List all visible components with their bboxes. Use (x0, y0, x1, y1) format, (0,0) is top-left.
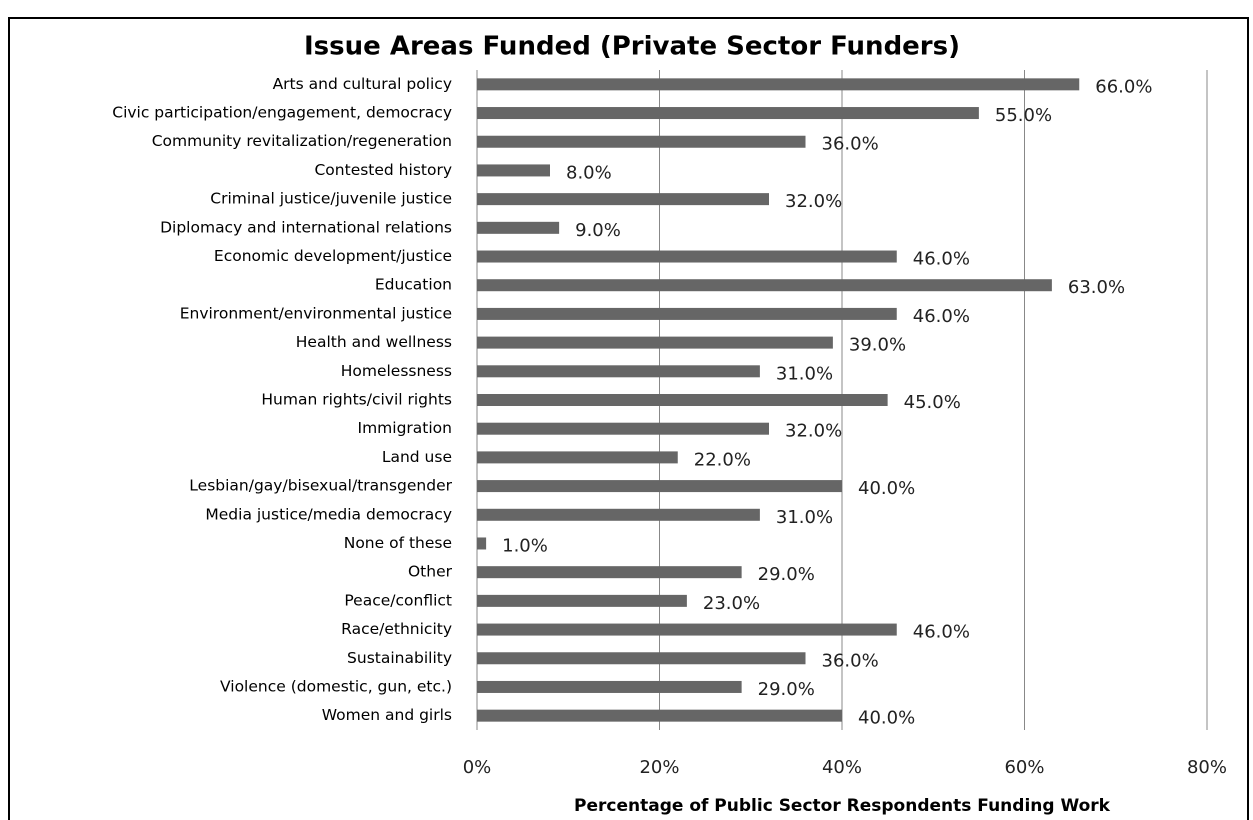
y-tick-label: Arts and cultural policy (273, 75, 452, 93)
y-tick-label: Immigration (358, 419, 452, 437)
bar (477, 566, 742, 579)
bar (477, 78, 1080, 91)
data-label: 45.0% (904, 392, 961, 413)
bar (477, 307, 897, 320)
y-tick-label: Land use (382, 448, 452, 466)
y-tick-label: Sustainability (347, 649, 452, 667)
bar (477, 394, 888, 406)
bar (477, 336, 833, 349)
bar (477, 135, 806, 148)
x-tick-label: 20% (639, 757, 679, 778)
bar (477, 250, 897, 263)
bar (477, 709, 842, 722)
bar (477, 193, 769, 206)
data-label: 23.0% (703, 593, 760, 614)
data-label: 46.0% (913, 249, 970, 270)
y-tick-label: Lesbian/gay/bisexual/transgender (189, 477, 452, 495)
data-label: 8.0% (566, 162, 612, 183)
y-tick-label: Contested history (314, 161, 452, 179)
bar (477, 623, 897, 636)
data-label: 40.0% (858, 478, 915, 499)
y-tick-label: Economic development/justice (214, 247, 452, 265)
bar (477, 652, 806, 665)
y-tick-label: Other (408, 563, 453, 581)
bar (477, 221, 560, 234)
y-tick-label: Civic participation/engagement, democrac… (112, 104, 452, 122)
data-label: 9.0% (575, 220, 621, 241)
y-tick-label: Health and wellness (296, 333, 452, 351)
data-label: 40.0% (858, 708, 915, 729)
data-label: 36.0% (822, 134, 879, 155)
y-tick-label: Community revitalization/regeneration (152, 132, 452, 150)
data-label: 29.0% (758, 679, 815, 700)
data-label: 32.0% (785, 421, 842, 442)
chart-title: Issue Areas Funded (Private Sector Funde… (304, 32, 960, 62)
data-label: 29.0% (758, 564, 815, 585)
bar (477, 680, 742, 693)
bar (477, 164, 550, 177)
data-label: 46.0% (913, 622, 970, 643)
y-tick-label: Media justice/media democracy (205, 505, 452, 523)
bar (477, 107, 979, 120)
x-tick-label: 60% (1004, 757, 1044, 778)
y-tick-label: None of these (344, 534, 452, 552)
y-tick-label: Criminal justice/juvenile justice (210, 190, 452, 208)
y-tick-label: Education (375, 276, 452, 294)
data-label: 55.0% (995, 105, 1052, 126)
bar (477, 594, 687, 607)
bar (477, 451, 678, 464)
bar (477, 480, 842, 493)
bar (477, 537, 487, 550)
y-tick-label: Homelessness (341, 362, 452, 380)
y-tick-label: Environment/environmental justice (180, 304, 452, 322)
frame (8, 17, 1249, 820)
data-label: 46.0% (913, 306, 970, 327)
bar (477, 279, 1052, 292)
data-label: 31.0% (776, 363, 833, 384)
data-label: 66.0% (1095, 76, 1152, 97)
y-tick-label: Diplomacy and international relations (160, 218, 452, 236)
y-tick-label: Women and girls (322, 706, 452, 724)
y-tick-label: Human rights/civil rights (261, 391, 452, 409)
x-tick-label: 80% (1187, 757, 1227, 778)
y-tick-label: Race/ethnicity (341, 620, 452, 638)
bar (477, 365, 760, 378)
data-label: 63.0% (1068, 277, 1125, 298)
data-label: 22.0% (694, 449, 751, 470)
data-label: 32.0% (785, 191, 842, 212)
y-tick-label: Peace/conflict (344, 591, 452, 609)
x-axis-title: Percentage of Public Sector Respondents … (574, 796, 1111, 816)
data-label: 39.0% (849, 335, 906, 356)
bar (477, 508, 760, 521)
x-tick-label: 0% (463, 757, 492, 778)
data-label: 31.0% (776, 507, 833, 528)
data-label: 1.0% (502, 535, 548, 556)
x-tick-label: 40% (822, 757, 862, 778)
data-label: 36.0% (822, 650, 879, 671)
bar (477, 422, 769, 435)
y-tick-label: Violence (domestic, gun, etc.) (220, 677, 452, 695)
